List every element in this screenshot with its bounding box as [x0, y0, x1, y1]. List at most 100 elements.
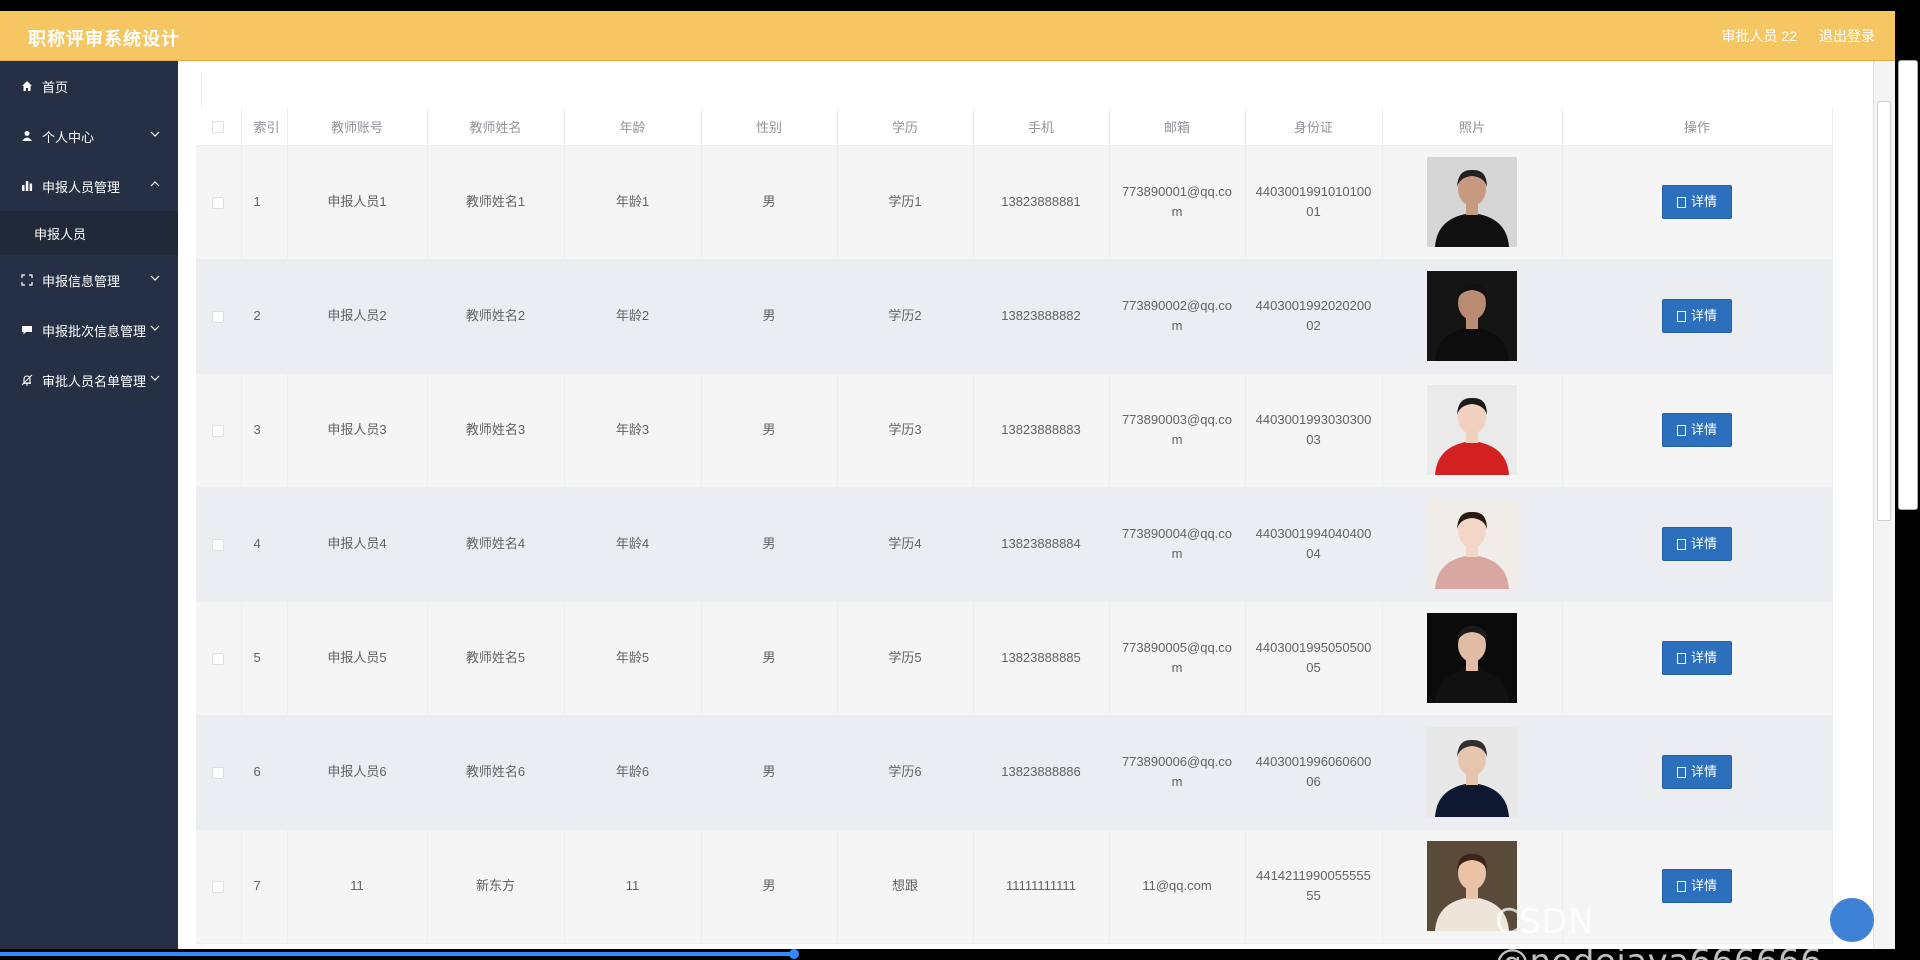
row-select-cell[interactable]	[196, 601, 242, 716]
column-header[interactable]: 年龄	[564, 108, 702, 146]
video-progress-bar[interactable]	[0, 952, 795, 956]
row-select-cell[interactable]	[196, 373, 242, 488]
detail-button[interactable]: 详情	[1662, 185, 1732, 219]
select-all-checkbox[interactable]	[212, 121, 225, 134]
logout-link[interactable]: 退出登录	[1819, 28, 1875, 44]
document-icon	[1676, 424, 1686, 436]
table-row[interactable]: 4 申报人员4 教师姓名4 年龄4 男学历4 13823888884 773890004@q…	[196, 487, 1833, 602]
cell-phone: 13823888881	[973, 145, 1110, 260]
row-checkbox[interactable]	[212, 880, 225, 893]
row-checkbox[interactable]	[212, 310, 225, 323]
sidebar-subitem-applicants[interactable]: 申报人员	[0, 211, 178, 255]
row-checkbox[interactable]	[212, 652, 225, 665]
select-all-cell[interactable]	[196, 108, 242, 146]
sidebar-item-personal-center[interactable]: 个人中心	[0, 111, 178, 161]
detail-button[interactable]: 详情	[1662, 299, 1732, 333]
row-checkbox[interactable]	[212, 538, 225, 551]
cell-index: 5	[241, 601, 288, 716]
sidebar-item-batch-info[interactable]: 申报批次信息管理	[0, 305, 178, 355]
detail-button[interactable]: 详情	[1662, 869, 1732, 903]
row-select-cell[interactable]	[196, 487, 242, 602]
cell-gender: 男	[701, 829, 838, 944]
cell-account: 申报人员6	[287, 715, 428, 830]
table-row[interactable]: 1 申报人员1 教师姓名1 年龄1 男学历1 13823888881 773890001@q…	[196, 145, 1833, 260]
table-row[interactable]: 2 申报人员2 教师姓名2 年龄2 男学历2 13823888882 773890002@q…	[196, 259, 1833, 374]
floating-action-button[interactable]	[1830, 898, 1874, 942]
document-icon	[1676, 310, 1686, 322]
table-row[interactable]: 6 申报人员6 教师姓名6 年龄6 男学历6 13823888886 773890006@q…	[196, 715, 1833, 830]
cell-photo	[1382, 487, 1563, 602]
cell-age: 年龄4	[564, 487, 702, 602]
cell-phone: 13823888885	[973, 601, 1110, 716]
cell-email: 773890005@qq.com	[1109, 601, 1246, 716]
cell-gender: 男	[701, 601, 838, 716]
column-header[interactable]: 索引	[241, 108, 288, 146]
top-bar: 职称评审系统设计 审批人员 22 退出登录	[0, 11, 1895, 61]
column-header[interactable]: 学历	[837, 108, 974, 146]
sidebar-item-approver-list[interactable]: 审批人员名单管理	[0, 355, 178, 405]
content-scrollbar[interactable]	[1873, 61, 1895, 949]
cell-idcard: 441421199005555555	[1245, 829, 1383, 944]
cell-photo	[1382, 259, 1563, 374]
chevron-down-icon	[150, 375, 160, 381]
row-checkbox[interactable]	[212, 196, 225, 209]
teacher-photo[interactable]	[1427, 613, 1517, 703]
content-scrollbar-thumb[interactable]	[1877, 101, 1891, 521]
cell-edu: 学历3	[837, 373, 974, 488]
row-select-cell[interactable]	[196, 145, 242, 260]
cell-name: 教师姓名6	[427, 715, 565, 830]
sidebar-item-home[interactable]: 首页	[0, 61, 178, 111]
video-progress-handle[interactable]	[789, 949, 799, 959]
row-checkbox[interactable]	[212, 766, 225, 779]
column-header[interactable]: 身份证	[1245, 108, 1383, 146]
row-select-cell[interactable]	[196, 259, 242, 374]
document-icon	[1676, 196, 1686, 208]
detail-button-label: 详情	[1690, 308, 1717, 323]
detail-button[interactable]: 详情	[1662, 413, 1732, 447]
detail-button[interactable]: 详情	[1662, 641, 1732, 675]
cell-edu: 学历6	[837, 715, 974, 830]
browser-scrollbar[interactable]	[1898, 60, 1918, 510]
cell-idcard: 440300199606060006	[1245, 715, 1383, 830]
detail-button[interactable]: 详情	[1662, 755, 1732, 789]
column-header[interactable]: 性别	[701, 108, 838, 146]
column-header[interactable]: 邮箱	[1109, 108, 1246, 146]
sidebar: 首页 个人中心 申报人员管理 申报人员 申报信息管理	[0, 61, 178, 949]
table-row[interactable]: 7 11 新东方 11 男想跟 11111111111 11@qq.com 441421199…	[196, 829, 1833, 944]
current-user-label[interactable]: 审批人员 22	[1721, 28, 1797, 44]
cell-photo	[1382, 829, 1563, 944]
teacher-photo[interactable]	[1427, 841, 1517, 931]
row-select-cell[interactable]	[196, 715, 242, 830]
teacher-photo[interactable]	[1427, 499, 1517, 589]
detail-button[interactable]: 详情	[1662, 527, 1732, 561]
document-icon	[1676, 538, 1686, 550]
cell-phone: 13823888886	[973, 715, 1110, 830]
column-header[interactable]: 教师账号	[287, 108, 428, 146]
cell-index: 7	[241, 829, 288, 944]
bell-icon	[20, 373, 34, 387]
sidebar-item-applicant-management[interactable]: 申报人员管理	[0, 161, 178, 211]
row-select-cell[interactable]	[196, 829, 242, 944]
app-title: 职称评审系统设计	[28, 29, 180, 49]
document-icon	[1676, 880, 1686, 892]
table-row[interactable]: 5 申报人员5 教师姓名5 年龄5 男学历5 13823888885 773890005@q…	[196, 601, 1833, 716]
row-checkbox[interactable]	[212, 424, 225, 437]
table-header-row: 索引 教师账号 教师姓名 年龄 性别 学历 手机 邮箱 身份证 照片 操作	[196, 108, 1833, 146]
sidebar-item-application-info[interactable]: 申报信息管理	[0, 255, 178, 305]
detail-button-label: 详情	[1690, 536, 1717, 551]
teacher-photo[interactable]	[1427, 157, 1517, 247]
cell-actions: 详情	[1562, 715, 1833, 830]
cell-actions: 详情	[1562, 601, 1833, 716]
teacher-photo[interactable]	[1427, 385, 1517, 475]
column-header[interactable]: 照片	[1382, 108, 1563, 146]
cell-name: 教师姓名5	[427, 601, 565, 716]
teacher-photo[interactable]	[1427, 727, 1517, 817]
cell-phone: 13823888884	[973, 487, 1110, 602]
chevron-down-icon	[150, 275, 160, 281]
teacher-photo[interactable]	[1427, 271, 1517, 361]
table-row[interactable]: 3 申报人员3 教师姓名3 年龄3 男学历3 13823888883 773890003@q…	[196, 373, 1833, 488]
column-header[interactable]: 手机	[973, 108, 1110, 146]
cell-photo	[1382, 601, 1563, 716]
column-header[interactable]: 教师姓名	[427, 108, 565, 146]
